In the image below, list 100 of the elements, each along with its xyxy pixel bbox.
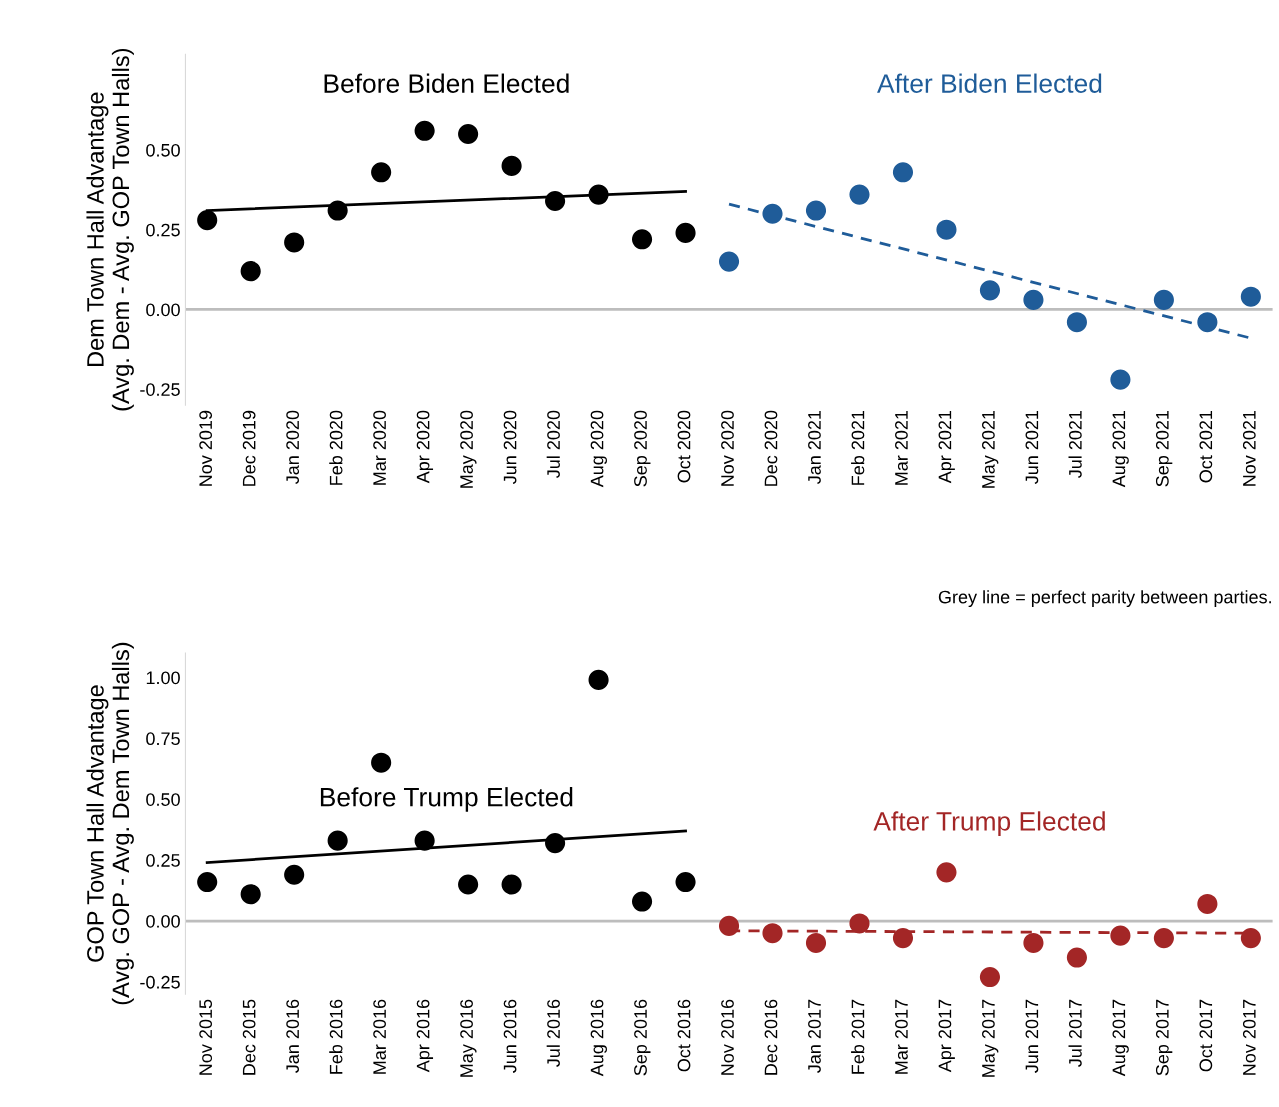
y-tick-label: 0.25: [146, 223, 180, 237]
point: [1110, 925, 1131, 946]
y-tick-label: 0.25: [146, 854, 180, 867]
x-tick-label: Feb 2020: [329, 410, 343, 485]
x-tick-label: Mar 2016: [373, 999, 386, 1074]
point: [1023, 289, 1044, 310]
y-tick-label: 1.00: [146, 671, 180, 685]
point: [588, 184, 609, 205]
x-tick-label: Oct 2020: [677, 410, 691, 483]
x-tick-label: Dec 2019: [242, 410, 256, 486]
point: [1153, 928, 1174, 949]
y-tick-label: 0.00: [146, 303, 180, 317]
x-tick-label: Feb 2017: [851, 999, 865, 1074]
point: [545, 833, 566, 854]
x-tick-label: May 2017: [982, 999, 999, 1077]
point: [371, 752, 392, 773]
point: [1023, 932, 1044, 954]
x-tick-label: Apr 2021: [938, 410, 955, 484]
x-tick-label: Jan 2020: [286, 410, 300, 485]
x-tick-label: Aug 2020: [590, 410, 607, 488]
point: [631, 891, 653, 912]
x-tick-label: May 2016: [460, 999, 477, 1077]
point: [979, 966, 1001, 988]
x-tick-label: Jul 2021: [1068, 410, 1082, 478]
x-tick-label: Apr 2017: [938, 999, 955, 1073]
x-tick-label: Jul 2017: [1068, 999, 1082, 1067]
x-tick-label: Jun 2017: [1025, 999, 1039, 1073]
y-axis-title: Dem Town Hall Advantage (Avg. Dem - Avg. GOP Town Halls): [86, 48, 134, 411]
x-tick-label: Nov 2019: [199, 410, 213, 486]
text: After Trump Elected: [873, 811, 1105, 836]
text: After Biden Elected: [877, 73, 1102, 93]
point: [545, 190, 566, 212]
x-tick-label: Jan 2021: [808, 410, 821, 485]
point: [805, 932, 827, 954]
x-tick-label: Apr 2016: [416, 999, 434, 1073]
series-label: Before Biden Elected: [324, 73, 569, 93]
point: [936, 219, 957, 240]
x-tick-label: Oct 2017: [1199, 999, 1213, 1072]
point: [892, 928, 914, 949]
point: [327, 830, 348, 851]
point: [284, 232, 305, 253]
point: [1240, 928, 1261, 949]
x-tick-label: Oct 2016: [677, 999, 691, 1072]
x-tick-label: Jun 2021: [1025, 410, 1039, 485]
point: [1110, 369, 1131, 390]
point: [284, 864, 305, 885]
point: [501, 155, 522, 176]
point: [240, 261, 261, 282]
point: [631, 229, 653, 250]
x-tick-label: Aug 2021: [1112, 410, 1129, 488]
x-tick-label: Sep 2017: [1155, 999, 1173, 1076]
x-tick-label: Nov 2017: [1242, 999, 1256, 1075]
point: [371, 162, 392, 183]
point: [1240, 286, 1261, 307]
x-tick-label: Feb 2021: [851, 410, 865, 485]
y-tick-label: 0.75: [146, 732, 180, 746]
x-tick-label: Jun 2016: [503, 999, 517, 1073]
x-tick-label: Apr 2020: [416, 410, 434, 484]
x-tick-label: Aug 2017: [1112, 999, 1129, 1077]
x-tick-label: Mar 2017: [895, 999, 908, 1074]
x-tick-label: Nov 2021: [1242, 410, 1256, 486]
point: [1153, 289, 1174, 310]
point: [849, 184, 870, 205]
x-tick-label: Mar 2021: [895, 410, 908, 485]
point: [718, 915, 740, 936]
point: [1197, 312, 1218, 333]
x-tick-label: Sep 2021: [1155, 410, 1173, 487]
point: [327, 200, 348, 221]
x-tick-label: May 2020: [460, 410, 477, 488]
point: [718, 251, 740, 272]
x-tick-label: Sep 2016: [634, 999, 651, 1076]
point: [588, 669, 609, 690]
y-tick-label: 0.50: [146, 793, 180, 806]
point: [414, 120, 435, 141]
x-tick-label: Jul 2016: [546, 999, 560, 1067]
x-tick-label: Mar 2020: [373, 410, 386, 485]
x-tick-label: Nov 2020: [721, 410, 734, 486]
y-tick-label: 0.50: [146, 143, 180, 157]
point: [675, 222, 696, 243]
point: [1066, 947, 1087, 968]
point: [414, 830, 435, 851]
x-tick-label: Dec 2020: [764, 410, 778, 486]
x-tick-label: Jul 2020: [546, 410, 560, 478]
point: [240, 884, 261, 905]
point: [197, 871, 218, 893]
point: [936, 862, 957, 883]
x-tick-label: Nov 2016: [721, 999, 734, 1075]
x-tick-label: Dec 2015: [242, 999, 256, 1075]
point: [979, 280, 1001, 301]
series-label: Before Trump Elected: [320, 787, 573, 812]
y-axis-title: GOP Town Hall Advantage (Avg. GOP - Avg. Dem Town Halls): [86, 642, 134, 1005]
point: [762, 923, 783, 944]
x-tick-label: Nov 2015: [199, 999, 213, 1075]
point: [762, 203, 783, 224]
y-tick-label: 0.00: [146, 914, 180, 928]
text: Grey line = perfect parity between parties.: [938, 590, 1271, 607]
point: [675, 871, 696, 893]
x-tick-label: Jan 2016: [286, 999, 300, 1073]
point: [501, 874, 522, 895]
y-tick-label: -0.25: [140, 975, 180, 989]
